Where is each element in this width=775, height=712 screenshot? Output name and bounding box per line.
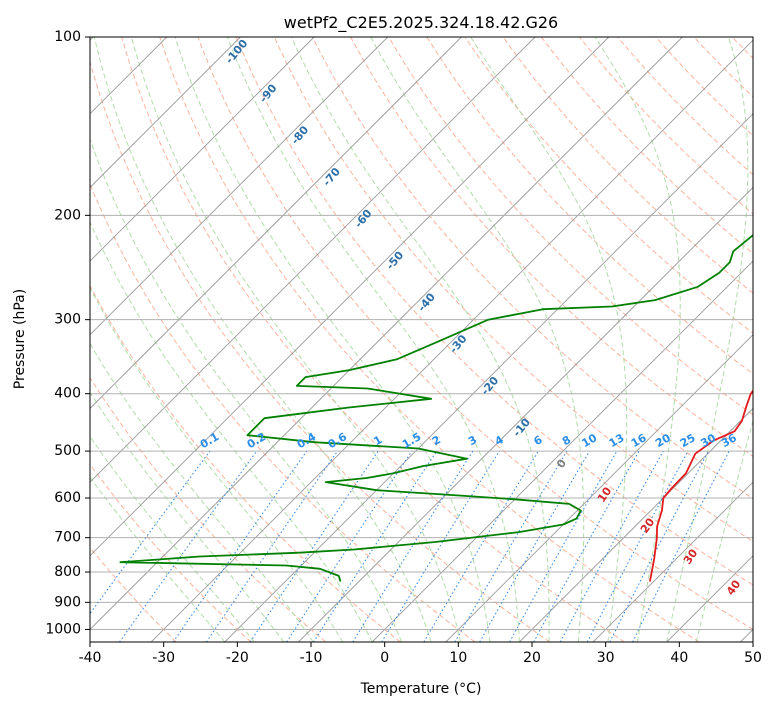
y-axis-label: Pressure (hPa): [12, 289, 28, 389]
x-tick-label: 0: [380, 650, 389, 666]
y-tick-label: 1000: [45, 621, 81, 637]
y-tick-label: 100: [54, 29, 81, 45]
y-tick-label: 400: [54, 386, 81, 402]
y-tick-label: 700: [54, 530, 81, 546]
y-tick-label: 600: [54, 490, 81, 506]
x-tick-label: -30: [152, 650, 175, 666]
plot-background: [90, 37, 753, 642]
y-tick-label: 900: [54, 594, 81, 610]
x-tick-label: 10: [449, 650, 467, 666]
y-tick-label: 200: [54, 207, 81, 223]
x-axis-label: Temperature (°C): [360, 681, 482, 697]
x-tick-label: 30: [597, 650, 615, 666]
x-tick-label: -10: [300, 650, 323, 666]
x-tick-label: 40: [670, 650, 688, 666]
x-tick-label: -40: [79, 650, 102, 666]
x-tick-label: 20: [523, 650, 541, 666]
x-tick-label: -20: [226, 650, 249, 666]
chart-title: wetPf2_C2E5.2025.324.18.42.G26: [284, 13, 558, 33]
y-tick-label: 300: [54, 312, 81, 328]
y-tick-label: 800: [54, 564, 81, 580]
x-tick-label: 50: [744, 650, 762, 666]
y-tick-label: 500: [54, 443, 81, 459]
